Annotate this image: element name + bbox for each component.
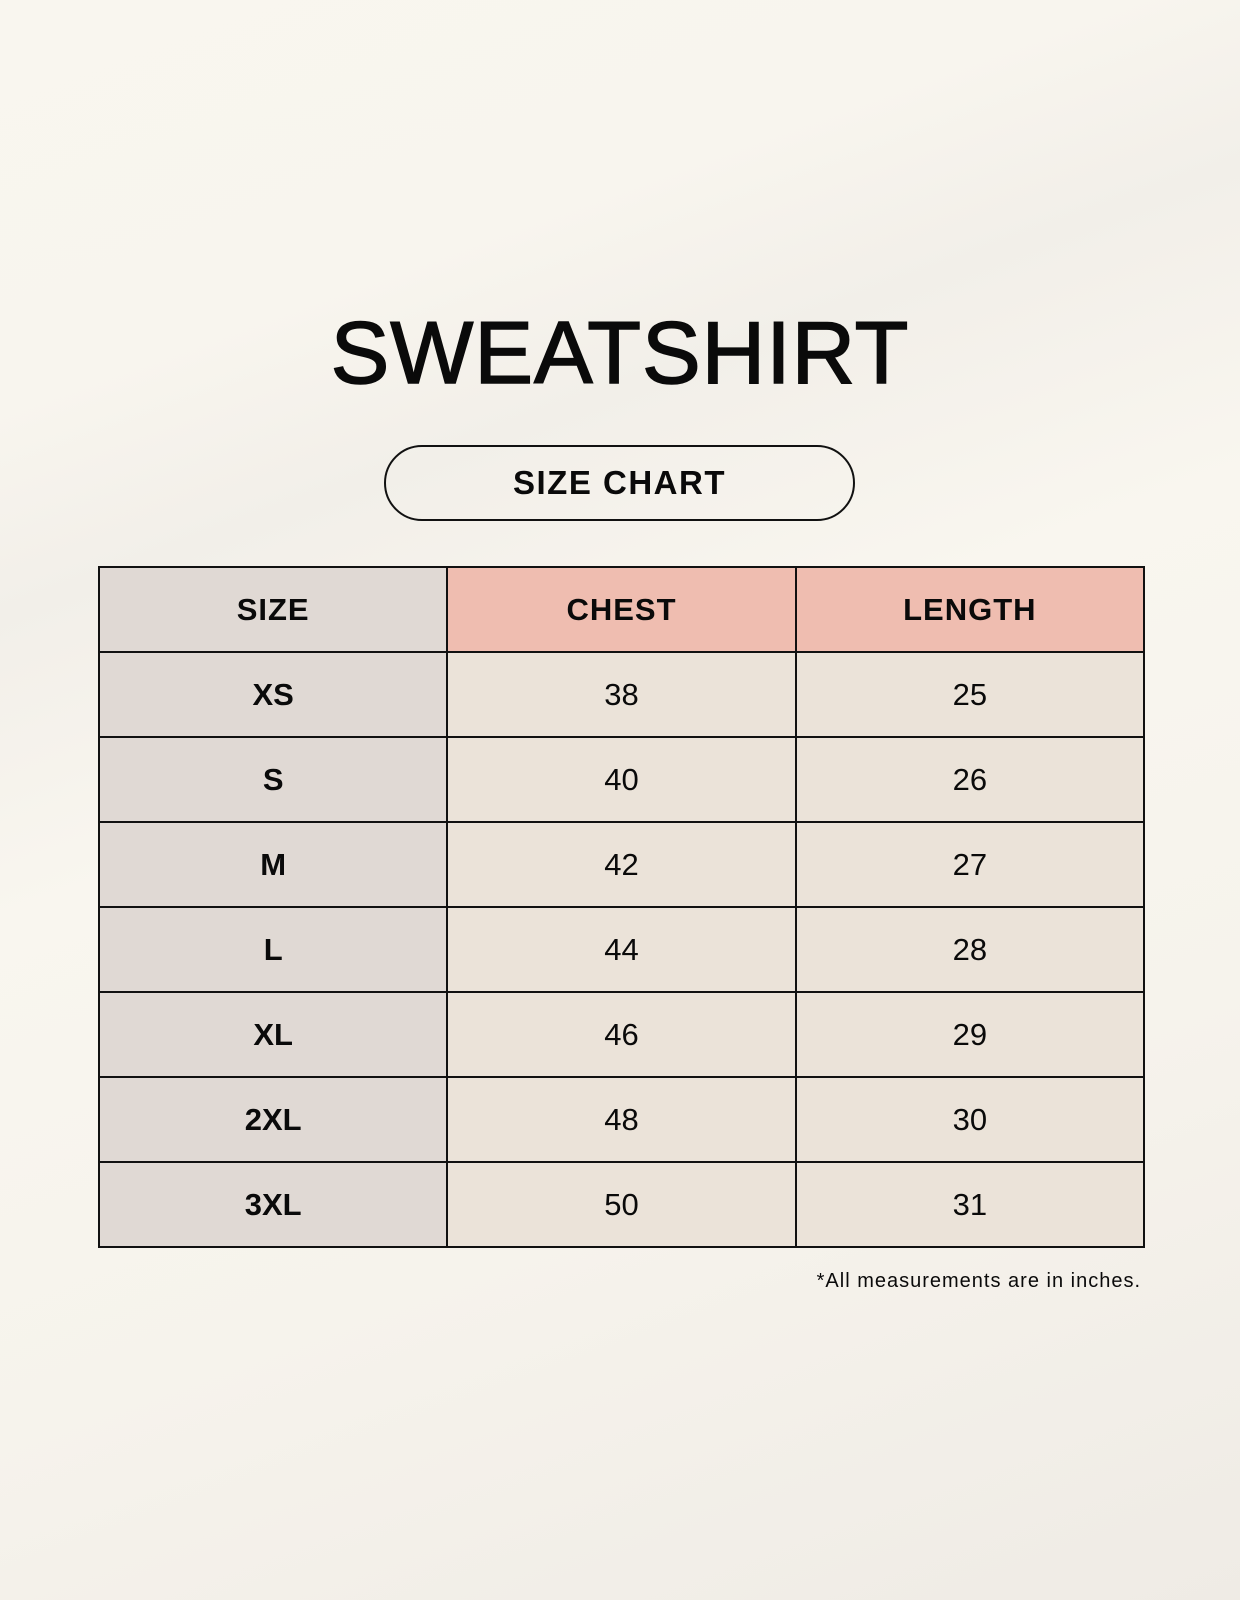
- header-size: SIZE: [97, 566, 449, 653]
- header-chest: CHEST: [446, 566, 797, 653]
- table-header-row: SIZE CHEST LENGTH: [97, 566, 1146, 653]
- size-chart-text: SIZE CHART: [513, 464, 726, 501]
- table-row: L 44 28: [97, 906, 1146, 993]
- size-table: SIZE CHEST LENGTH XS 38 25 S 40 26 M 42 27 L 44 28 X…: [97, 566, 1146, 1248]
- cell-size: 3XL: [97, 1161, 449, 1248]
- page-title: SWEATSHIRT: [330, 302, 910, 403]
- cell-chest: 44: [446, 906, 797, 993]
- cell-chest: 48: [446, 1076, 797, 1163]
- table-row: 2XL 48 30: [97, 1076, 1146, 1163]
- cell-chest: 40: [446, 736, 797, 823]
- cell-chest: 46: [446, 991, 797, 1078]
- cell-size: XL: [97, 991, 449, 1078]
- header-length: LENGTH: [794, 566, 1146, 653]
- cell-length: 28: [794, 906, 1146, 993]
- cell-length: 25: [794, 651, 1146, 738]
- table-row: M 42 27: [97, 821, 1146, 908]
- cell-length: 29: [794, 991, 1146, 1078]
- cell-length: 27: [794, 821, 1146, 908]
- table-row: XS 38 25: [97, 651, 1146, 738]
- cell-length: 31: [794, 1161, 1146, 1248]
- cell-chest: 50: [446, 1161, 797, 1248]
- size-chart-label: SIZE CHART: [384, 445, 855, 521]
- cell-length: 26: [794, 736, 1146, 823]
- cell-size: L: [97, 906, 449, 993]
- table-row: 3XL 50 31: [97, 1161, 1146, 1248]
- cell-length: 30: [794, 1076, 1146, 1163]
- cell-size: M: [97, 821, 449, 908]
- table-row: S 40 26: [97, 736, 1146, 823]
- cell-size: XS: [97, 651, 449, 738]
- footnote: *All measurements are in inches.: [816, 1270, 1141, 1292]
- cell-chest: 42: [446, 821, 797, 908]
- cell-chest: 38: [446, 651, 797, 738]
- cell-size: 2XL: [97, 1076, 449, 1163]
- table-row: XL 46 29: [97, 991, 1146, 1078]
- cell-size: S: [97, 736, 449, 823]
